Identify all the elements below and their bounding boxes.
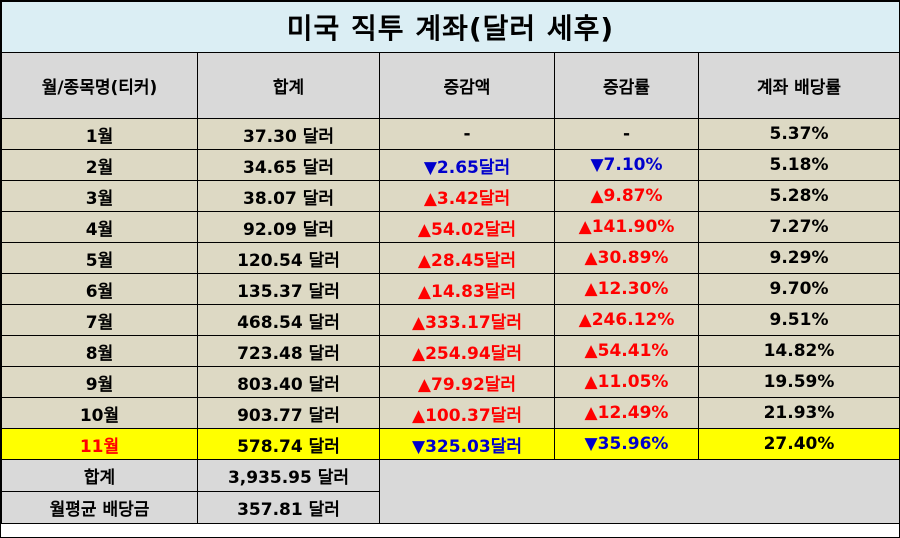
table-row: 1월 37.30 달러 - -5.37% — [1, 118, 900, 150]
rate-cell[interactable]: - — [554, 118, 699, 150]
total-cell[interactable]: 34.65 달러 — [197, 149, 380, 181]
total-cell[interactable]: 92.09 달러 — [197, 211, 380, 243]
yield-cell[interactable]: 7.27% — [697, 211, 900, 243]
rate-cell[interactable]: ▲12.49% — [554, 397, 699, 429]
total-cell[interactable]: 135.37 달러 — [197, 273, 380, 305]
highlight-row: 11월 578.74 달러 ▼325.03달러 ▼35.96% 27.40% — [1, 428, 900, 460]
total-cell[interactable]: 37.30 달러 — [197, 118, 380, 150]
header-rate[interactable]: 증감률 — [554, 52, 699, 119]
month-cell[interactable]: 11월 — [1, 428, 198, 460]
table-row: 9월 803.40 달러 ▲79.92달러 ▲11.05% 19.59% — [1, 366, 900, 398]
total-cell[interactable]: 578.74 달러 — [197, 428, 380, 460]
change-cell[interactable]: ▲3.42달러 — [379, 180, 555, 212]
yield-cell[interactable]: 5.37% — [697, 118, 900, 150]
summary-label[interactable]: 월평균 배당금 — [1, 491, 198, 524]
rate-cell[interactable]: ▲12.30% — [554, 273, 699, 305]
rate-cell[interactable]: ▲11.05% — [554, 366, 699, 398]
table-row: 6월 135.37 달러 ▲14.83달러 ▲12.30% 9.70% — [1, 273, 900, 305]
yield-cell[interactable]: 5.28% — [697, 180, 900, 212]
change-cell[interactable]: ▼2.65달러 — [379, 149, 555, 181]
change-cell[interactable]: ▲54.02달러 — [379, 211, 555, 243]
change-cell[interactable]: ▲333.17달러 — [379, 304, 555, 336]
total-cell[interactable]: 38.07 달러 — [197, 180, 380, 212]
yield-cell[interactable]: 21.93% — [697, 397, 900, 429]
change-cell[interactable]: ▲100.37달러 — [379, 397, 555, 429]
yield-cell[interactable]: 9.51% — [697, 304, 900, 336]
change-cell[interactable]: - — [379, 118, 555, 150]
month-cell[interactable]: 9월 — [1, 366, 198, 398]
table-row: 4월 92.09 달러 ▲54.02달러 ▲141.90% 7.27% — [1, 211, 900, 243]
month-cell[interactable]: 7월 — [1, 304, 198, 336]
total-cell[interactable]: 803.40 달러 — [197, 366, 380, 398]
rate-cell[interactable]: ▼7.10% — [554, 149, 699, 181]
change-cell[interactable]: ▲14.83달러 — [379, 273, 555, 305]
month-cell[interactable]: 2월 — [1, 149, 198, 181]
month-cell[interactable]: 3월 — [1, 180, 198, 212]
yield-cell[interactable]: 9.70% — [697, 273, 900, 305]
total-cell[interactable]: 120.54 달러 — [197, 242, 380, 274]
rate-cell[interactable]: ▲9.87% — [554, 180, 699, 212]
rate-cell[interactable]: ▲54.41% — [554, 335, 699, 367]
yield-cell[interactable]: 27.40% — [697, 428, 900, 460]
table-row: 8월 723.48 달러 ▲254.94달러 ▲54.41% 14.82% — [1, 335, 900, 367]
summary-row: 합계 3,935.95 달러 — [1, 459, 900, 524]
yield-cell[interactable]: 19.59% — [697, 366, 900, 398]
table-row: 7월 468.54 달러 ▲333.17달러 ▲246.12% 9.51% — [1, 304, 900, 336]
header-row: 월/종목명(티커) 합계 증감액 증감률 계좌 배당률 — [1, 52, 900, 119]
header-total[interactable]: 합계 — [197, 52, 380, 119]
month-cell[interactable]: 8월 — [1, 335, 198, 367]
table-row: 10월 903.77 달러 ▲100.37달러 ▲12.49% 21.93% — [1, 397, 900, 429]
dividend-table: 미국 직투 계좌(달러 세후) 월/종목명(티커) 합계 증감액 증감률 계좌 … — [0, 1, 900, 524]
rate-cell[interactable]: ▲246.12% — [554, 304, 699, 336]
month-cell[interactable]: 6월 — [1, 273, 198, 305]
change-cell[interactable]: ▲79.92달러 — [379, 366, 555, 398]
header-month[interactable]: 월/종목명(티커) — [1, 52, 198, 119]
header-change[interactable]: 증감액 — [379, 52, 555, 119]
rate-cell[interactable]: ▲30.89% — [554, 242, 699, 274]
table-row: 3월 38.07 달러 ▲3.42달러 ▲9.87% 5.28% — [1, 180, 900, 212]
rate-cell[interactable]: ▼35.96% — [554, 428, 699, 460]
yield-cell[interactable]: 9.29% — [697, 242, 900, 274]
month-cell[interactable]: 5월 — [1, 242, 198, 274]
summary-label[interactable]: 합계 — [1, 459, 198, 492]
change-cell[interactable]: ▲254.94달러 — [379, 335, 555, 367]
summary-value[interactable]: 3,935.95 달러 — [197, 459, 380, 492]
total-cell[interactable]: 903.77 달러 — [197, 397, 380, 429]
yield-cell[interactable]: 14.82% — [697, 335, 900, 367]
month-cell[interactable]: 1월 — [1, 118, 198, 150]
change-cell[interactable]: ▲28.45달러 — [379, 242, 555, 274]
change-cell[interactable]: ▼325.03달러 — [379, 428, 555, 460]
yield-cell[interactable]: 5.18% — [697, 149, 900, 181]
table-row: 5월 120.54 달러 ▲28.45달러 ▲30.89% 9.29% — [1, 242, 900, 274]
empty-cell-block — [378, 459, 900, 524]
summary-value[interactable]: 357.81 달러 — [197, 491, 380, 524]
table-row: 2월 34.65 달러 ▼2.65달러 ▼7.10% 5.18% — [1, 149, 900, 181]
summary-row: 월평균 배당금 357.81 달러 — [1, 491, 900, 524]
total-cell[interactable]: 468.54 달러 — [197, 304, 380, 336]
sheet-title[interactable]: 미국 직투 계좌(달러 세후) — [0, 1, 900, 53]
month-cell[interactable]: 10월 — [1, 397, 198, 429]
rate-cell[interactable]: ▲141.90% — [554, 211, 699, 243]
header-yield[interactable]: 계좌 배당률 — [697, 52, 900, 119]
month-cell[interactable]: 4월 — [1, 211, 198, 243]
total-cell[interactable]: 723.48 달러 — [197, 335, 380, 367]
